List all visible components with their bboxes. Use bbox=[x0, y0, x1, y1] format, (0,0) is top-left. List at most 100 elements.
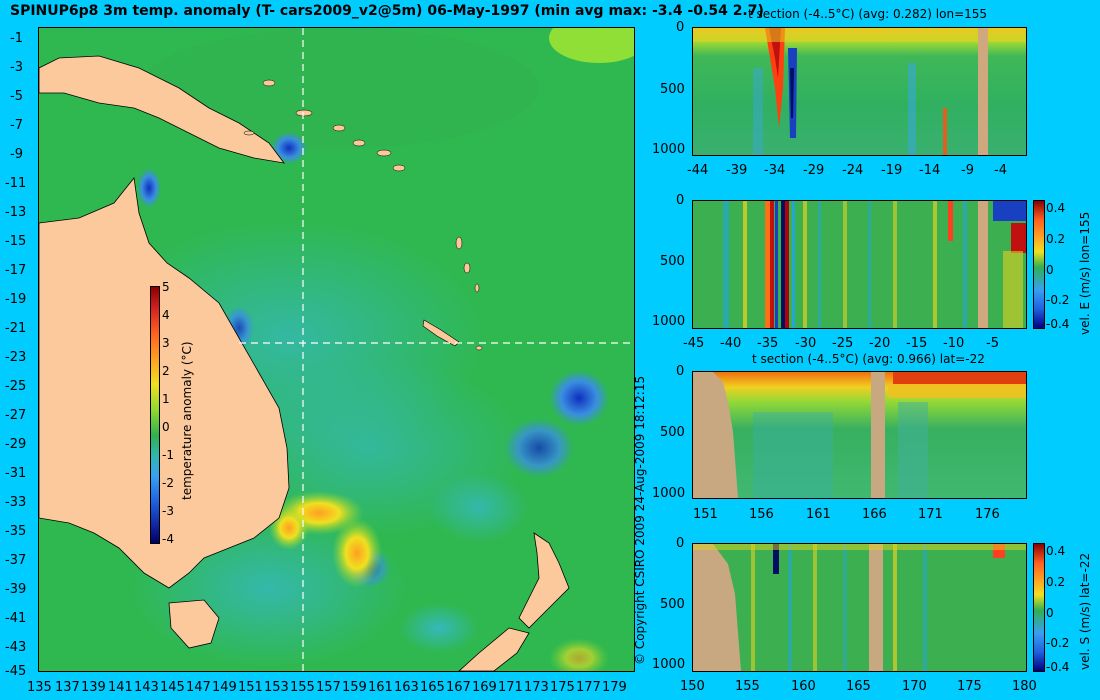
lon-label: 139 bbox=[81, 680, 106, 695]
lat-label: -19 bbox=[5, 292, 27, 307]
lon-label: 145 bbox=[160, 680, 185, 695]
lon-label: 153 bbox=[264, 680, 289, 695]
new-caledonia bbox=[422, 319, 460, 347]
cb-tick: 0.2 bbox=[1046, 232, 1066, 246]
panel2-vel-e-section[interactable] bbox=[692, 200, 1027, 329]
colorbar-tick: 2 bbox=[162, 364, 170, 378]
lat-label: -33 bbox=[5, 495, 27, 510]
lon-label: 155 bbox=[290, 680, 315, 695]
cb-tick: 0.4 bbox=[1046, 544, 1066, 558]
y-tick: 0 bbox=[676, 193, 685, 208]
tasmania-landmass bbox=[168, 599, 220, 649]
lon-label: 137 bbox=[55, 680, 80, 695]
y-tick: 1000 bbox=[652, 314, 686, 329]
x-tick: -9 bbox=[961, 163, 974, 178]
velocity-s-colorbar bbox=[1033, 543, 1045, 672]
lon-label: 169 bbox=[472, 680, 497, 695]
lat-label: -45 bbox=[5, 664, 27, 679]
x-tick: -25 bbox=[832, 336, 854, 351]
colorbar-tick: 1 bbox=[162, 392, 170, 406]
lon-label: 175 bbox=[550, 680, 575, 695]
x-tick: -34 bbox=[764, 163, 786, 178]
lat-label: -13 bbox=[5, 205, 27, 220]
lat-label: -37 bbox=[5, 553, 27, 568]
x-tick: -14 bbox=[919, 163, 941, 178]
x-tick: -45 bbox=[683, 336, 705, 351]
map-canvas bbox=[39, 28, 634, 671]
x-tick: 151 bbox=[693, 507, 718, 522]
lat-label: -15 bbox=[5, 234, 27, 249]
lat-label: -23 bbox=[5, 350, 27, 365]
temperature-colorbar bbox=[150, 286, 160, 544]
colorbar-tick: 0 bbox=[162, 420, 170, 434]
panel1-canvas bbox=[693, 28, 1026, 155]
cb-tick: -0.4 bbox=[1046, 317, 1070, 331]
y-tick: 1000 bbox=[652, 142, 686, 157]
lat-label: -41 bbox=[5, 611, 27, 626]
panel2-cb-label: vel. E (m/s) lon=155 bbox=[1078, 211, 1092, 335]
lon-label: 163 bbox=[394, 680, 419, 695]
x-tick: -24 bbox=[842, 163, 864, 178]
cb-tick: -0.4 bbox=[1046, 660, 1070, 674]
colorbar-tick: -3 bbox=[162, 504, 174, 518]
x-tick: -15 bbox=[906, 336, 928, 351]
copyright-text: © Copyright CSIRO 2009 24-Aug-2009 18:12… bbox=[633, 375, 647, 665]
lon-label: 177 bbox=[576, 680, 601, 695]
x-tick: 176 bbox=[975, 507, 1000, 522]
x-tick: -5 bbox=[986, 336, 999, 351]
x-tick: 155 bbox=[735, 679, 760, 694]
lon-label: 151 bbox=[238, 680, 263, 695]
colorbar-tick: 3 bbox=[162, 336, 170, 350]
new-guinea-landmass bbox=[39, 55, 285, 164]
colorbar-tick: -1 bbox=[162, 448, 174, 462]
lat-label: -29 bbox=[5, 437, 27, 452]
y-tick: 0 bbox=[676, 536, 685, 551]
lat-label: -35 bbox=[5, 524, 27, 539]
lon-label: 143 bbox=[134, 680, 159, 695]
y-tick: 0 bbox=[676, 364, 685, 379]
x-tick: 175 bbox=[957, 679, 982, 694]
lon-label: 157 bbox=[316, 680, 341, 695]
sst-anomaly-map[interactable] bbox=[38, 27, 635, 672]
panel4-cb-label: vel. S (m/s) lat=-22 bbox=[1078, 552, 1092, 670]
x-tick: -4 bbox=[994, 163, 1007, 178]
cb-tick: 0 bbox=[1046, 606, 1054, 620]
colorbar-tick: 4 bbox=[162, 308, 170, 322]
y-tick: 500 bbox=[660, 425, 685, 440]
x-tick: -39 bbox=[726, 163, 748, 178]
lat-label: -31 bbox=[5, 466, 27, 481]
x-tick: -35 bbox=[757, 336, 779, 351]
lon-label: 171 bbox=[498, 680, 523, 695]
lat-label: -43 bbox=[5, 640, 27, 655]
x-tick: 161 bbox=[806, 507, 831, 522]
panel4-vel-s-section[interactable] bbox=[692, 543, 1027, 672]
colorbar-tick: 5 bbox=[162, 280, 170, 294]
x-tick: -44 bbox=[687, 163, 709, 178]
lon-label: 173 bbox=[524, 680, 549, 695]
panel1-title: t section (-4..5°C) (avg: 0.282) lon=155 bbox=[748, 7, 988, 21]
lon-label: 167 bbox=[446, 680, 471, 695]
lat-label: -1 bbox=[10, 31, 23, 46]
panel2-canvas bbox=[723, 201, 1026, 328]
island-arcs bbox=[243, 79, 483, 351]
lon-label: 149 bbox=[212, 680, 237, 695]
x-tick: 156 bbox=[749, 507, 774, 522]
x-tick: 170 bbox=[902, 679, 927, 694]
y-tick: 500 bbox=[660, 82, 685, 97]
lon-label: 165 bbox=[420, 680, 445, 695]
lat-label: -5 bbox=[10, 89, 23, 104]
y-tick: 500 bbox=[660, 254, 685, 269]
lat-label: -27 bbox=[5, 408, 27, 423]
x-tick: -10 bbox=[943, 336, 965, 351]
new-zealand-south-island bbox=[458, 627, 530, 671]
panel1-t-section-lon155[interactable] bbox=[692, 27, 1027, 156]
lat-label: -11 bbox=[5, 176, 27, 191]
cb-tick: -0.2 bbox=[1046, 293, 1070, 307]
main-title: SPINUP6p8 3m temp. anomaly (T- cars2009_… bbox=[10, 3, 764, 19]
colorbar-tick: -4 bbox=[162, 532, 174, 546]
panel3-t-section-lat-22[interactable] bbox=[692, 371, 1027, 499]
lon-label: 135 bbox=[27, 680, 52, 695]
new-zealand-north-island bbox=[518, 532, 570, 629]
x-tick: -20 bbox=[869, 336, 891, 351]
lat-label: -17 bbox=[5, 263, 27, 278]
